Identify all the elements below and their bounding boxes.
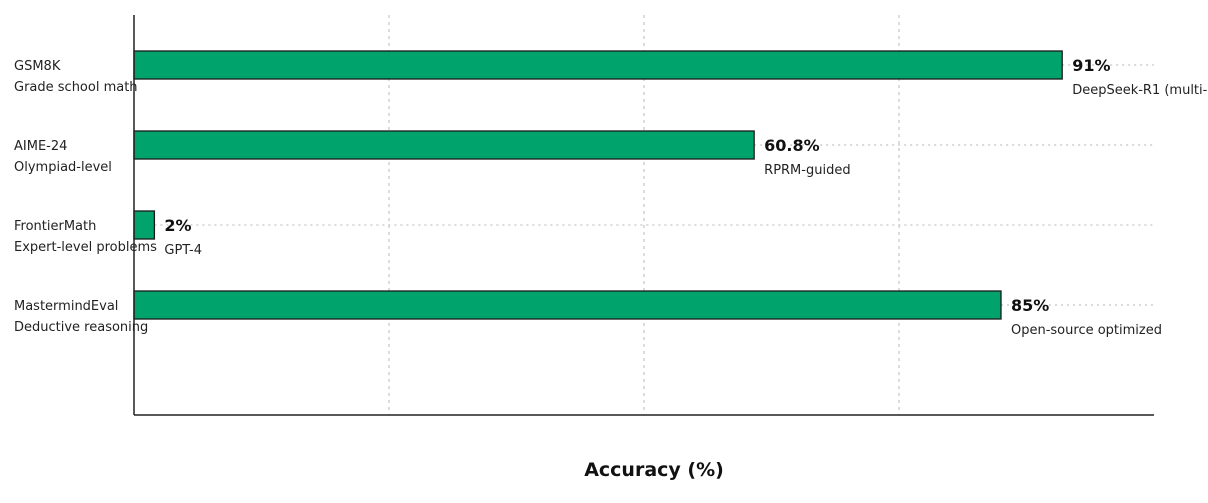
bar-note: GPT-4: [164, 243, 202, 258]
category-sublabel: Deductive reasoning: [14, 320, 148, 335]
category-label: AIME-24: [14, 139, 67, 154]
bar-frontiermath: [133, 210, 156, 240]
category-label: FrontierMath: [14, 219, 96, 234]
category-sublabel: Expert-level problems: [14, 240, 157, 255]
x-axis-label: Accuracy (%): [584, 459, 724, 481]
labels: GSM8K Grade school math 91% DeepSeek-R1 (mu…: [14, 56, 1208, 338]
category-label: MastermindEval: [14, 299, 118, 314]
value-label: 91%: [1072, 56, 1110, 75]
bar-gsm8k: [133, 50, 1063, 80]
value-label: 85%: [1011, 296, 1049, 315]
axes: [133, 15, 1154, 416]
bar-note: DeepSeek-R1 (multi-agent debate): [1072, 83, 1208, 98]
category-sublabel: Grade school math: [14, 80, 138, 95]
category-label: GSM8K: [14, 59, 61, 74]
value-label: 60.8%: [764, 136, 820, 155]
category-sublabel: Olympiad-level: [14, 160, 112, 175]
value-label: 2%: [164, 216, 191, 235]
bar-note: Open-source optimized: [1011, 323, 1162, 338]
bar-mastermindeval: [133, 290, 1002, 320]
bars: [133, 50, 1063, 320]
bar-note: RPRM-guided: [764, 163, 850, 178]
bar-aime-24: [133, 130, 755, 160]
value-guides: [154, 64, 1154, 306]
